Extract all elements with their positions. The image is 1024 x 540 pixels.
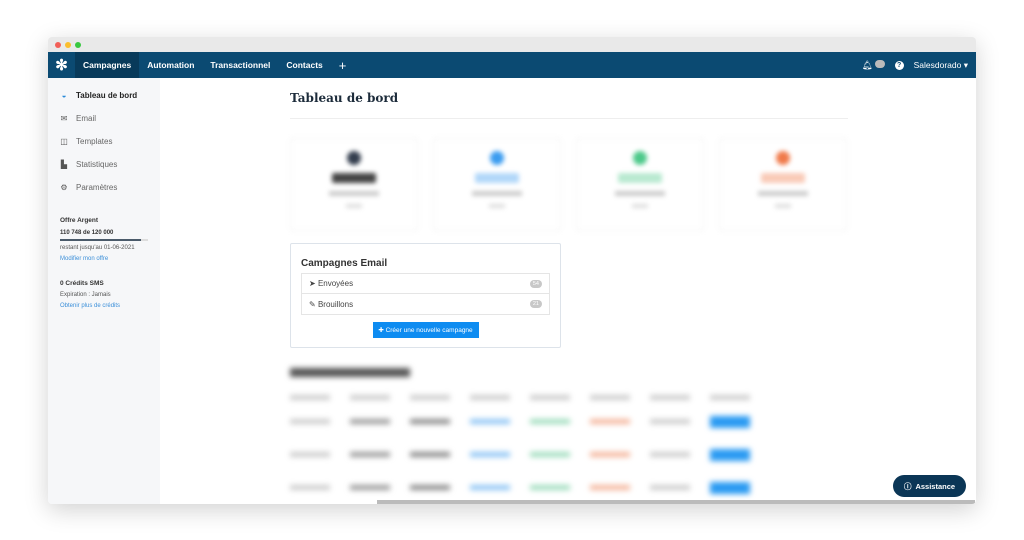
page-title: Tableau de bord: [290, 91, 399, 105]
minimize-window-button[interactable]: [65, 41, 71, 48]
get-credits-link[interactable]: Obtenir plus de crédits: [60, 303, 121, 309]
list-item-label: Brouillons: [317, 299, 354, 309]
paper-plane-icon: ➤: [309, 279, 316, 288]
button-label: Créer une nouvelle campagne: [385, 327, 473, 334]
account-menu[interactable]: Salesdorado ▾: [913, 59, 968, 70]
sms-credits: 0 Crédits SMS: [60, 280, 104, 287]
plan-info: Offre Argent 110 748 de 120 000 restant …: [48, 217, 160, 262]
panel-title: Campagnes Email: [301, 258, 388, 269]
help-icon: ⓘ: [903, 481, 912, 491]
columns-icon: ◫: [60, 137, 68, 146]
main-content: Tableau de bord Campagnes Email ➤ Envoyé…: [160, 78, 976, 504]
notifications-button[interactable]: 🔔︎: [861, 59, 885, 71]
divider: [290, 118, 848, 119]
stat-card: [719, 138, 847, 231]
count-badge: 21: [529, 300, 542, 308]
logo-icon[interactable]: ✻: [55, 57, 68, 74]
modify-plan-link[interactable]: Modifier mon offre: [60, 256, 109, 262]
sms-info: 0 Crédits SMS Expiration : Jamais Obteni…: [48, 280, 160, 309]
sidebar-item-label: Tableau de bord: [76, 91, 138, 100]
stat-card: [576, 138, 704, 231]
sidebar-item-tableau-de-bord[interactable]: ◒ Tableau de bord: [48, 84, 160, 107]
list-item-label: Envoyées: [317, 279, 354, 288]
stat-card: [290, 138, 418, 231]
plan-usage: 110 748 de 120 000: [60, 230, 114, 236]
gear-icon: ⚙: [60, 183, 68, 192]
plan-usage-bar: [60, 239, 148, 241]
nav-contacts[interactable]: Contacts: [286, 60, 323, 70]
count-badge: 54: [529, 279, 542, 288]
add-nav-button[interactable]: +: [338, 57, 347, 73]
bar-chart-icon: ▙: [60, 160, 68, 169]
notification-badge: [874, 59, 885, 68]
dashboard-icon: ◒: [61, 91, 67, 100]
bell-icon: 🔔︎: [861, 59, 873, 70]
stat-card: [433, 138, 561, 231]
recent-campaigns-blurred: [290, 368, 850, 504]
nav-automation[interactable]: Automation: [147, 60, 195, 70]
sidebar-item-templates[interactable]: ◫ Templates: [48, 130, 160, 153]
assistance-button[interactable]: ⓘ Assistance: [893, 475, 966, 497]
sms-expiration: Expiration : Jamais: [60, 292, 111, 298]
horizontal-scrollbar[interactable]: [377, 500, 975, 504]
create-campaign-button[interactable]: ✚ Créer une nouvelle campagne: [372, 322, 479, 338]
app-window: ✻ Campagnes Automation Transactionnel Co…: [48, 37, 976, 504]
maximize-window-button[interactable]: [75, 41, 81, 48]
plan-validity: restant jusqu'au 01-06-2021: [60, 245, 135, 251]
help-icon[interactable]: ?: [894, 60, 904, 70]
email-campaigns-panel: Campagnes Email ➤ Envoyées 54 ✎ Brouillon…: [290, 243, 561, 348]
button-label: Assistance: [915, 481, 956, 491]
list-item-brouillons[interactable]: ✎ Brouillons 21: [301, 294, 550, 315]
sidebar-item-parametres[interactable]: ⚙ Paramètres: [48, 176, 160, 199]
sidebar-item-label: Paramètres: [76, 183, 118, 192]
sidebar-item-label: Email: [76, 114, 97, 123]
envelope-icon: ✉: [60, 114, 68, 123]
sidebar-item-email[interactable]: ✉ Email: [48, 107, 160, 130]
top-nav: ✻ Campagnes Automation Transactionnel Co…: [48, 52, 976, 78]
title-bar: [48, 37, 976, 52]
account-name: Salesdorado: [913, 59, 962, 70]
nav-campagnes[interactable]: Campagnes: [75, 52, 140, 78]
sidebar: ◒ Tableau de bord ✉ Email ◫ Templates ▙ Stat…: [48, 78, 160, 504]
edit-icon: ✎: [309, 299, 316, 309]
list-item-envoyees[interactable]: ➤ Envoyées 54: [301, 273, 550, 294]
close-window-button[interactable]: [55, 41, 61, 48]
sidebar-item-label: Templates: [76, 137, 113, 146]
sidebar-item-statistiques[interactable]: ▙ Statistiques: [48, 153, 160, 176]
nav-transactionnel[interactable]: Transactionnel: [210, 60, 271, 70]
plan-title: Offre Argent: [60, 217, 99, 224]
sidebar-item-label: Statistiques: [76, 160, 118, 169]
